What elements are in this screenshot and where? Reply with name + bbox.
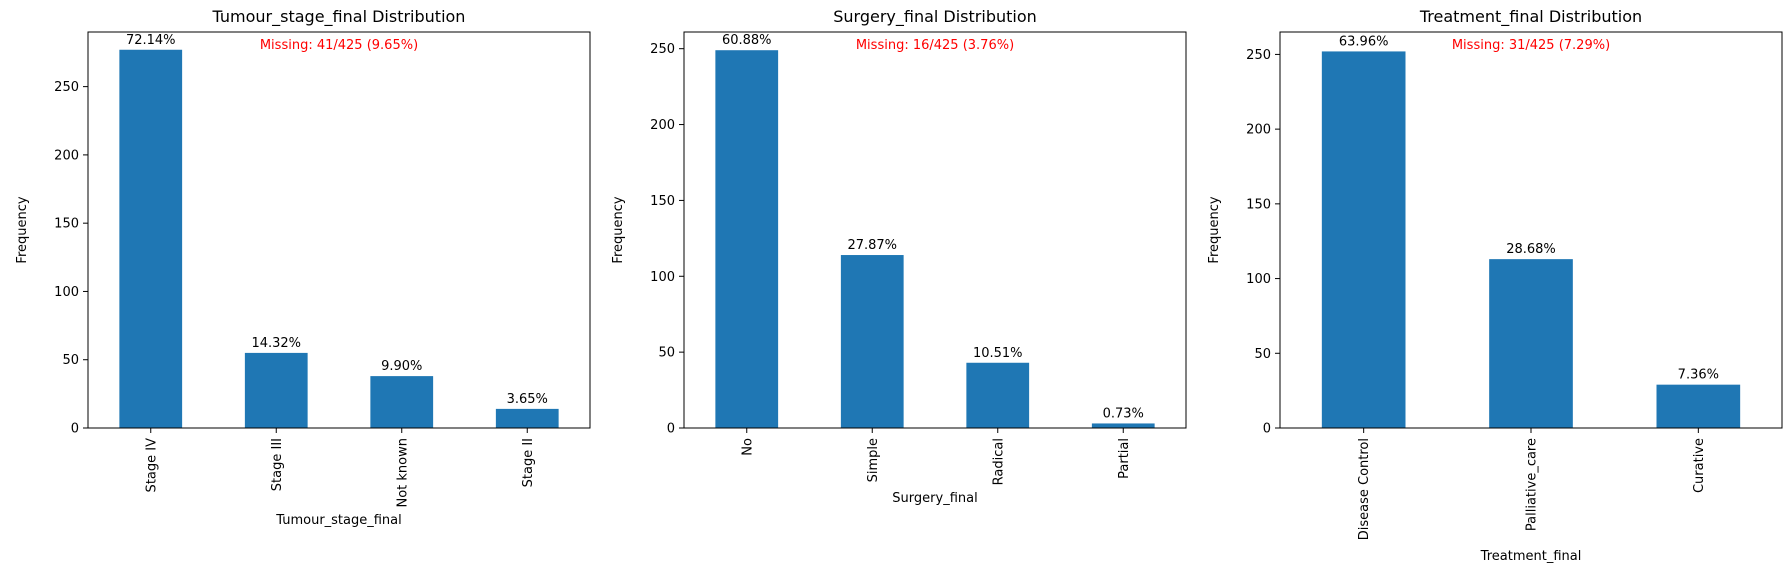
bar-4 xyxy=(1091,423,1155,428)
missing-note: Missing: 16/425 (3.76%) xyxy=(856,38,1014,53)
x-tick-label: Partial xyxy=(1117,438,1132,479)
chart-panel-1: Tumour_stage_final Distribution 72.14% 14.… xyxy=(15,7,591,528)
bar-3 xyxy=(966,362,1030,428)
bar-1 xyxy=(1321,51,1406,428)
y-tick-label: 0 xyxy=(71,422,79,437)
y-tick-label: 50 xyxy=(62,353,79,368)
y-tick-label: 200 xyxy=(54,148,79,163)
data-label: 72.14% xyxy=(126,33,176,48)
data-label: 3.65% xyxy=(507,392,548,407)
chart-title: Surgery_final Distribution xyxy=(833,7,1037,27)
x-axis-label: Tumour_stage_final xyxy=(275,513,402,528)
y-tick-label: 100 xyxy=(1246,272,1271,287)
x-tick-label: Simple xyxy=(866,438,881,482)
chart-title: Tumour_stage_final Distribution xyxy=(212,7,466,27)
bar-2 xyxy=(1489,259,1573,428)
x-tick-label: Not known xyxy=(395,438,410,508)
y-axis-label: Frequency xyxy=(611,196,626,263)
y-axis-label: Frequency xyxy=(15,196,30,263)
x-tick-label: Stage III xyxy=(270,438,285,491)
y-tick-label: 50 xyxy=(1254,347,1271,362)
data-label: 14.32% xyxy=(251,336,301,351)
y-tick-label: 0 xyxy=(1263,422,1271,437)
chart-panel-2: Surgery_final Distribution 60.88% 27.87% 10… xyxy=(611,7,1187,506)
x-tick-label: Radical xyxy=(991,438,1006,485)
data-label: 60.88% xyxy=(722,33,772,48)
x-tick-label: No xyxy=(740,438,755,456)
bar-3 xyxy=(370,376,434,428)
y-tick-label: 150 xyxy=(54,217,79,232)
data-label: 28.68% xyxy=(1506,242,1556,257)
data-label: 63.96% xyxy=(1339,34,1389,49)
y-tick-label: 0 xyxy=(667,422,675,437)
bar-2 xyxy=(244,352,308,428)
bar-1 xyxy=(119,49,183,429)
x-tick-label: Curative xyxy=(1692,438,1707,493)
plot-frame xyxy=(683,31,1187,429)
missing-note: Missing: 41/425 (9.65%) xyxy=(260,38,418,53)
y-tick-label: 100 xyxy=(650,270,675,285)
y-tick-label: 250 xyxy=(1246,48,1271,63)
bar-3 xyxy=(1656,384,1741,428)
y-tick-label: 200 xyxy=(650,118,675,133)
data-label: 9.90% xyxy=(381,359,422,374)
bar-2 xyxy=(840,255,904,428)
x-axis-label: Surgery_final xyxy=(892,491,977,506)
missing-note: Missing: 31/425 (7.29%) xyxy=(1452,38,1610,53)
x-axis-label: Treatment_final xyxy=(1480,549,1582,564)
y-tick-label: 200 xyxy=(1246,123,1271,138)
data-label: 27.87% xyxy=(847,238,897,253)
chart-title: Treatment_final Distribution xyxy=(1419,7,1642,27)
bar-1 xyxy=(715,50,779,428)
y-tick-label: 150 xyxy=(1246,197,1271,212)
data-label: 0.73% xyxy=(1103,406,1144,421)
x-tick-label: Stage IV xyxy=(144,438,159,493)
data-label: 10.51% xyxy=(973,346,1023,361)
y-tick-label: 250 xyxy=(650,42,675,57)
y-tick-label: 250 xyxy=(54,80,79,95)
plot-frame xyxy=(87,31,591,429)
chart-panel-3: Treatment_final Distribution 63.96% 28.68%… xyxy=(1207,7,1783,564)
x-tick-label: Disease Control xyxy=(1357,438,1372,540)
y-tick-label: 150 xyxy=(650,194,675,209)
y-tick-label: 100 xyxy=(54,285,79,300)
y-axis-label: Frequency xyxy=(1207,196,1222,263)
y-tick-label: 50 xyxy=(658,346,675,361)
data-label: 7.36% xyxy=(1678,368,1719,383)
x-tick-label: Palliative_care xyxy=(1525,438,1540,531)
x-tick-label: Stage II xyxy=(521,438,536,487)
bar-4 xyxy=(495,408,559,428)
